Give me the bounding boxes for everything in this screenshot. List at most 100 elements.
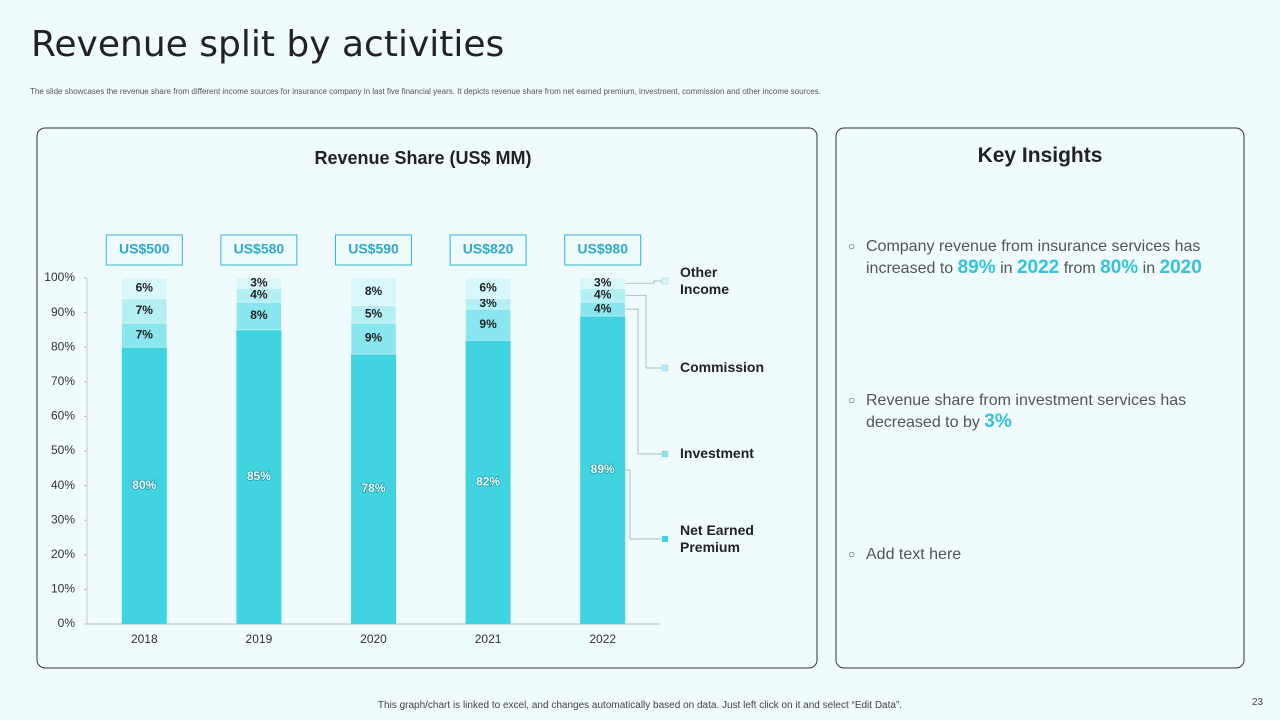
x-tick-label: 2020 xyxy=(360,632,387,646)
value-label: 7% xyxy=(136,303,154,317)
bar-segment xyxy=(121,347,167,624)
value-label: 82% xyxy=(476,474,500,488)
text: in xyxy=(995,260,1017,277)
value-label: 80% xyxy=(132,478,156,492)
total-label: US$590 xyxy=(348,241,399,257)
legend-label: Investment xyxy=(680,445,754,461)
x-tick-label: 2022 xyxy=(589,632,616,646)
bar-segment xyxy=(351,354,396,624)
value-label: 78% xyxy=(361,481,385,495)
insights-panel xyxy=(835,127,1245,669)
total-label: US$820 xyxy=(463,241,514,257)
insight-text: Revenue share from investment services h… xyxy=(866,390,1218,433)
legend-swatch xyxy=(661,450,669,458)
legend-swatch xyxy=(662,536,668,542)
bar-segment xyxy=(465,340,511,624)
insights-title: Key Insights xyxy=(977,144,1103,167)
highlight: 3% xyxy=(984,411,1012,432)
highlight: 89% xyxy=(957,257,996,278)
bullet: ○ xyxy=(848,239,856,253)
value-label: 5% xyxy=(365,307,383,321)
page-number: 23 xyxy=(1252,697,1264,708)
y-tick-label: 90% xyxy=(51,305,75,319)
legend-swatch xyxy=(661,277,669,285)
total-box xyxy=(220,234,298,266)
y-tick-label: 0% xyxy=(58,616,76,630)
total-label: US$580 xyxy=(234,241,285,257)
connector xyxy=(625,280,662,284)
y-tick-label: 20% xyxy=(51,547,75,561)
legend-label: Other Income xyxy=(680,264,730,297)
text: in xyxy=(1138,260,1160,277)
insight: ○ Company revenue from insurance services… xyxy=(848,236,1218,279)
x-tick-label: 2021 xyxy=(475,632,502,646)
y-tick-label: 10% xyxy=(51,582,75,596)
bullet: ○ xyxy=(848,393,856,407)
text: Company revenue from insurance services … xyxy=(866,238,1201,277)
insight: ○ Add text here xyxy=(848,544,1218,565)
bar-segment xyxy=(580,316,626,624)
value-label: 3% xyxy=(479,296,497,310)
y-tick-label: 50% xyxy=(51,443,75,457)
y-tick-label: 70% xyxy=(51,374,75,388)
bar-segment xyxy=(236,301,282,331)
x-tick-label: 2018 xyxy=(131,632,158,646)
value-label: 4% xyxy=(594,301,612,315)
value-label: 6% xyxy=(136,281,154,295)
value-label: 8% xyxy=(365,284,383,298)
value-label: 3% xyxy=(250,275,268,289)
bar-segment xyxy=(236,277,282,289)
value-label: 9% xyxy=(479,317,497,331)
total-label: US$500 xyxy=(119,241,170,257)
bullet: ○ xyxy=(848,547,856,561)
value-label: 7% xyxy=(136,327,154,341)
bar-segment xyxy=(121,277,168,300)
connector xyxy=(625,294,662,369)
slide-title: Revenue split by activities xyxy=(31,24,505,65)
value-label: 6% xyxy=(479,281,497,295)
total-box xyxy=(449,234,527,266)
bar-segment xyxy=(350,277,397,306)
total-box xyxy=(105,234,183,266)
insight-text: Company revenue from insurance services … xyxy=(866,236,1218,279)
y-tick-label: 60% xyxy=(51,409,75,423)
bar-segment xyxy=(121,298,168,324)
legend-label: Commission xyxy=(680,359,765,375)
highlight: 2022 xyxy=(1016,257,1060,278)
value-label: 4% xyxy=(594,287,612,301)
highlight: 2020 xyxy=(1159,257,1202,278)
highlight: 80% xyxy=(1100,257,1139,278)
total-label: US$980 xyxy=(577,241,628,257)
bar-segment xyxy=(350,322,397,355)
chart-title: Revenue Share (US$ MM) xyxy=(314,148,531,168)
value-label: 4% xyxy=(250,287,268,301)
value-label: 3% xyxy=(594,275,612,289)
bar-segment xyxy=(121,322,168,348)
connector xyxy=(625,308,662,455)
connector xyxy=(625,469,662,540)
text: from xyxy=(1059,260,1101,277)
y-tick-label: 100% xyxy=(44,270,75,284)
bar-segment xyxy=(236,329,282,624)
insight-text: Add text here xyxy=(866,544,961,565)
text: Revenue share from investment services h… xyxy=(866,392,1187,431)
bar-segment xyxy=(465,308,511,341)
value-label: 85% xyxy=(247,469,271,483)
insight: ○ Revenue share from investment services … xyxy=(848,390,1218,433)
total-box xyxy=(335,234,412,266)
footer: This graph/chart is linked to excel, and… xyxy=(377,700,903,711)
legend-swatch xyxy=(661,364,669,372)
y-tick-label: 30% xyxy=(51,512,75,526)
bar-segment xyxy=(465,277,511,300)
value-label: 89% xyxy=(591,462,615,476)
legend-label: Net Earned Premium xyxy=(680,522,754,555)
total-box xyxy=(564,234,642,266)
y-tick-label: 80% xyxy=(51,339,75,353)
x-tick-label: 2019 xyxy=(246,632,273,646)
value-label: 8% xyxy=(250,308,268,322)
subtitle: The slide showcases the revenue share fr… xyxy=(30,87,821,96)
value-label: 9% xyxy=(365,331,383,345)
y-tick-label: 40% xyxy=(51,478,75,492)
